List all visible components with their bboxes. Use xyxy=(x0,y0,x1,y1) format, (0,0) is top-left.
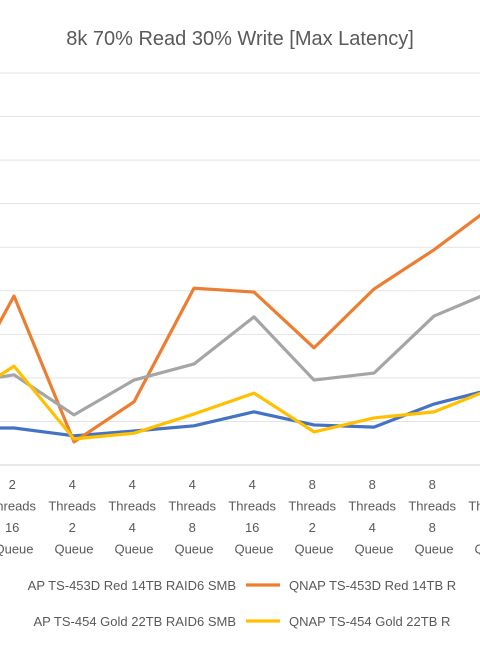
legend-label: AP TS-454 Gold 22TB RAID6 SMB xyxy=(33,614,236,629)
x-tick-label: 8 Threads 8 Queue xyxy=(408,477,459,557)
x-tick-label: 8 Threads 2 Queue xyxy=(288,477,339,557)
legend-label: QNAP TS-454 Gold 22TB R xyxy=(289,614,450,629)
x-tick-label: 4 Threads 16 Queue xyxy=(228,477,279,557)
x-tick-label: 8 Threads 16 Queue xyxy=(468,477,480,557)
x-tick-label: 8 Threads 4 Queue xyxy=(348,477,399,557)
legend-label: AP TS-453D Red 14TB RAID6 SMB xyxy=(28,578,236,593)
series-line xyxy=(0,294,480,417)
series-line xyxy=(0,364,480,441)
x-tick-label: 4 Threads 2 Queue xyxy=(48,477,99,557)
series-line xyxy=(0,213,480,444)
legend-label: QNAP TS-453D Red 14TB R xyxy=(289,578,456,593)
chart-title: 8k 70% Read 30% Write [Max Latency] xyxy=(66,28,414,50)
x-tick-label: 2 Threads 16 Queue xyxy=(0,477,40,557)
x-tick-label: 4 Threads 4 Queue xyxy=(108,477,159,557)
x-tick-label: 4 Threads 8 Queue xyxy=(168,477,219,557)
